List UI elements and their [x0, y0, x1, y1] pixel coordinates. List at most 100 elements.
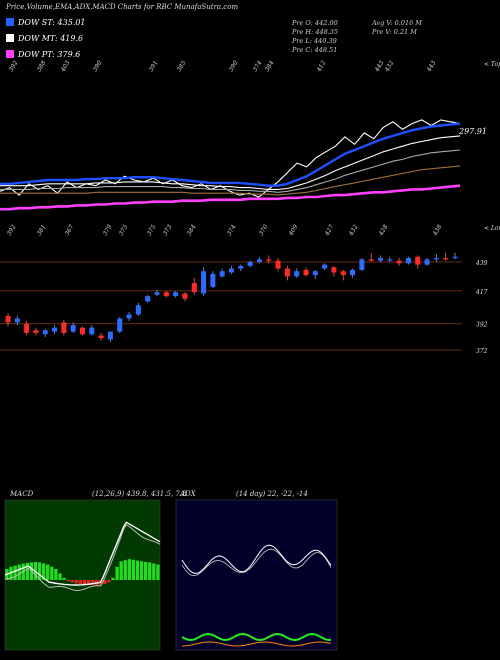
candle-body [98, 335, 104, 339]
low-price-label: 384 [186, 223, 198, 237]
candle-body [126, 314, 132, 319]
legend-dow-mt: DOW MT: 419.6 [6, 34, 83, 43]
candle-body [294, 271, 300, 277]
macd-histogram-bar [111, 577, 115, 580]
low-price-label: 428 [377, 223, 389, 237]
low-price-label: 381 [36, 224, 48, 237]
macd-params: (12,26,9) 439.8, 431.5, 7.8 [92, 490, 187, 498]
macd-histogram-bar [70, 580, 74, 583]
macd-histogram-bar [156, 564, 160, 580]
macd-histogram-bar [107, 580, 111, 583]
top-price-label: 392 [8, 59, 20, 73]
candle-body [107, 331, 113, 340]
top-price-label: 403 [59, 59, 71, 73]
macd-histogram-bar [62, 577, 66, 580]
legend-swatch-white [6, 34, 14, 42]
macd-histogram-bar [152, 563, 156, 580]
macd-signal-line [4, 524, 161, 592]
top-price-label: 390 [92, 59, 104, 73]
macd-histogram-bar [131, 559, 136, 580]
price-level-label: 439 [475, 260, 488, 267]
candle-body [312, 271, 318, 276]
candle-body [33, 330, 39, 333]
candle-body [61, 322, 67, 333]
candle-body [378, 258, 383, 261]
candle-body [14, 318, 20, 323]
candle-body [350, 269, 356, 276]
top-price-label: 385 [176, 59, 188, 73]
stat-pre-high: Pre H: 448.35 [292, 28, 339, 36]
macd-title: MACD [10, 490, 34, 498]
candle-body [424, 259, 430, 265]
macd-histogram-bar [13, 565, 17, 580]
candle-body [173, 292, 179, 297]
low-price-label: 375 [118, 223, 130, 237]
macd-histogram-bar [82, 580, 87, 585]
candle-body [284, 268, 290, 277]
candle-body [405, 258, 411, 264]
low-price-label: 392 [6, 223, 18, 237]
low-price-label: 432 [347, 223, 359, 237]
top-price-label: 388 [36, 59, 48, 73]
macd-histogram-bar [54, 569, 58, 580]
stat-pre-volume: Pre V: 0.21 M [372, 28, 417, 36]
macd-histogram-bar [127, 559, 131, 580]
low-price-label: 375 [146, 223, 158, 237]
candle-body [359, 259, 365, 270]
candle-body [219, 271, 225, 277]
candle-body [229, 268, 234, 273]
macd-histogram-bar [58, 573, 62, 580]
candle-body [238, 265, 244, 269]
macd-histogram-bar [90, 580, 95, 585]
price-level-label: 372 [476, 348, 488, 355]
ema-series-line-1 [0, 122, 461, 187]
low-price-label: 438 [431, 223, 443, 237]
ema-series-line-3 [0, 149, 461, 193]
stat-avg-volume: Avg V: 0.016 M [372, 19, 422, 27]
legend-label: DOW MT: 419.6 [18, 34, 84, 43]
adx-title: ADX [180, 490, 196, 498]
price-level-label: 417 [475, 289, 488, 296]
candle-body [24, 323, 30, 333]
top-price-label: 432 [383, 59, 395, 73]
candle-body [415, 256, 421, 265]
candle-body [368, 259, 374, 261]
adx-line [181, 544, 332, 574]
macd-histogram-bar [143, 561, 148, 580]
candle-body [210, 273, 216, 287]
ema-series-line-0 [0, 119, 461, 198]
candle-body [452, 256, 458, 259]
stat-pre-low: Pre L: 440.39 [292, 37, 337, 45]
candle-body [80, 327, 85, 335]
candle-body [52, 327, 58, 332]
legend-label: DOW ST: 435.01 [18, 18, 86, 27]
macd-histogram-bar [25, 562, 29, 580]
candle-body [182, 293, 188, 299]
top-price-label: 412 [315, 59, 327, 73]
legend-dow-st: DOW ST: 435.01 [6, 18, 86, 27]
top-price-label: 374 [252, 59, 264, 73]
candle-body [396, 260, 402, 264]
macd-histogram-bar [74, 580, 78, 584]
candle-body [117, 318, 123, 332]
candle-body [340, 271, 346, 276]
plus-di-line [181, 632, 332, 642]
top-price-label: 443 [373, 59, 385, 73]
adx-secondary-line [181, 548, 332, 576]
ema-series-line-4 [0, 165, 461, 196]
low-price-label: 409 [287, 223, 299, 237]
macd-histogram-bar [42, 563, 46, 580]
macd-histogram-bar [46, 564, 50, 580]
top-price-label: 443 [425, 59, 437, 73]
macd-histogram-bar [78, 580, 82, 584]
ema-series-line-2 [0, 135, 461, 190]
macd-histogram-bar [37, 562, 42, 580]
legend-swatch-magenta [6, 50, 14, 58]
macd-histogram-bar [115, 566, 119, 580]
legend-label: DOW PT: 379.6 [18, 50, 81, 59]
candle-body [256, 259, 262, 262]
candle-body [163, 292, 169, 297]
ema-price-label: 297.91 [458, 127, 487, 136]
candle-body [387, 259, 393, 261]
candle-body [42, 330, 48, 335]
